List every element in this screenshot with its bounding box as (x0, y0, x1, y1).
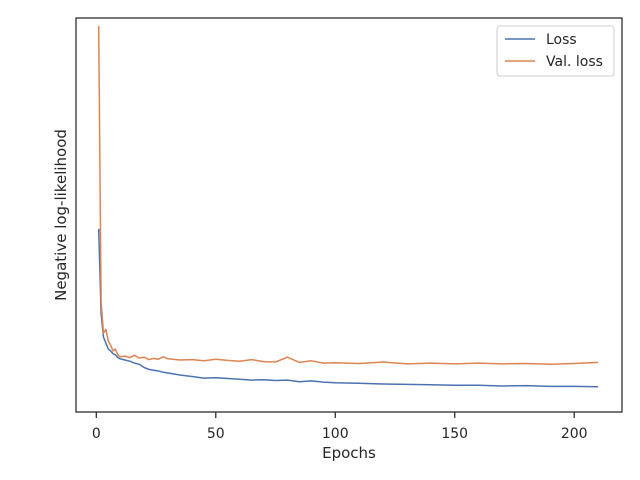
x-tick-label: 150 (441, 426, 468, 442)
series-line-loss (97, 228, 599, 388)
legend: Loss Val. loss (496, 25, 615, 77)
series-line-val-loss (97, 25, 599, 366)
y-axis-label: Negative log-likelihood (52, 129, 70, 301)
legend-label-loss: Loss (546, 32, 577, 48)
x-axis-label: Epochs (322, 444, 376, 462)
plot-area (76, 18, 622, 412)
x-tick-label: 200 (561, 426, 588, 442)
legend-label-val-loss: Val. loss (546, 54, 603, 70)
plot-frame (75, 17, 623, 413)
x-tick-label: 0 (92, 426, 101, 442)
x-tick-label: 50 (207, 426, 225, 442)
x-tick-label: 100 (322, 426, 349, 442)
